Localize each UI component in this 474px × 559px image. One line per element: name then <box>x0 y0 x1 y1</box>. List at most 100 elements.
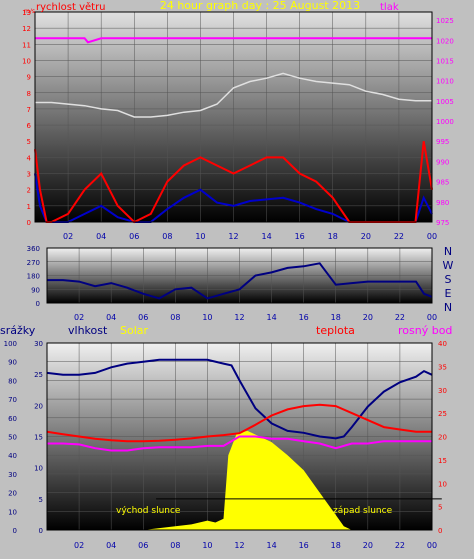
x-tick-label: 00 <box>427 541 437 550</box>
right-tick-label: 995 <box>436 138 449 146</box>
axes-climate: 0102030405060708090100051015202530051015… <box>4 340 447 550</box>
label-temperature: teplota <box>316 324 355 337</box>
compass-label: W <box>443 259 454 272</box>
compass-label: N <box>444 301 452 314</box>
x-tick-label: 10 <box>202 541 212 550</box>
compass-label: S <box>445 273 452 286</box>
series-climate <box>46 358 442 530</box>
y-tick-label: 180 <box>27 273 40 281</box>
right-tick-label: 30 <box>438 387 447 395</box>
label-dewpoint: rosný bod <box>398 324 452 337</box>
x-tick-label: 16 <box>299 313 309 322</box>
mid-tick-label: 5 <box>39 496 43 504</box>
sunrise-label: východ slunce <box>116 506 181 516</box>
x-tick-label: 06 <box>129 232 139 241</box>
right-tick-label: 1010 <box>436 78 454 86</box>
series-direction <box>47 262 433 300</box>
left-tick-label: 40 <box>8 452 17 460</box>
x-tick-label: 20 <box>361 232 371 241</box>
compass-label: E <box>445 287 452 300</box>
x-tick-label: 12 <box>234 541 244 550</box>
left-tick-label: 90 <box>8 359 17 367</box>
label-humidity: vlhkost <box>68 324 108 337</box>
x-tick-label: 10 <box>195 232 205 241</box>
x-tick-label: 08 <box>170 541 180 550</box>
series-line-2 <box>35 37 432 44</box>
chart-title: 24 hour graph day : 25 August 2013 <box>160 0 360 12</box>
mid-tick-label: 30 <box>34 340 43 348</box>
left-tick-label: 8 <box>27 90 31 98</box>
x-tick-label: 04 <box>106 541 116 550</box>
right-tick-label: 980 <box>436 199 449 207</box>
right-tick-label: 990 <box>436 158 449 166</box>
right-axis-label: tlak <box>380 2 399 13</box>
y-tick-label: 0 <box>36 300 40 308</box>
x-tick-label: 00 <box>427 232 437 241</box>
right-tick-label: 985 <box>436 179 449 187</box>
right-tick-label: 1015 <box>436 57 454 65</box>
right-tick-label: 1005 <box>436 98 454 106</box>
x-tick-label: 06 <box>138 313 148 322</box>
left-tick-label: 2 <box>27 187 31 195</box>
left-tick-label: 7 <box>27 106 31 114</box>
x-tick-label: 06 <box>138 541 148 550</box>
axes-wind: 0123456789101112139759809859909951000100… <box>22 9 454 241</box>
x-tick-label: 12 <box>234 313 244 322</box>
y-tick-label: 360 <box>27 245 40 253</box>
x-tick-label: 04 <box>96 232 106 241</box>
left-tick-label: 60 <box>8 415 17 423</box>
left-tick-label: 6 <box>27 122 32 130</box>
right-tick-label: 5 <box>438 504 442 512</box>
series-line-3 <box>35 72 432 118</box>
series-line-rosný-bod <box>47 435 432 452</box>
x-tick-label: 18 <box>331 541 341 550</box>
left-tick-label: 30 <box>8 471 17 479</box>
left-tick-label: 10 <box>8 508 17 516</box>
left-tick-label: 4 <box>27 154 32 162</box>
x-tick-label: 14 <box>266 313 276 322</box>
mid-tick-label: 10 <box>34 465 43 473</box>
x-tick-label: 22 <box>395 313 405 322</box>
right-tick-label: 975 <box>436 219 449 227</box>
x-tick-label: 02 <box>74 541 84 550</box>
right-tick-label: 1020 <box>436 37 454 45</box>
x-tick-label: 22 <box>395 541 405 550</box>
x-tick-label: 18 <box>328 232 338 241</box>
mid-tick-label: 20 <box>34 402 43 410</box>
left-tick-label: 70 <box>8 396 17 404</box>
right-tick-label: 20 <box>438 434 447 442</box>
x-tick-label: 16 <box>299 541 309 550</box>
label-rain: srážky <box>0 324 36 337</box>
plot-border <box>46 247 433 304</box>
x-tick-label: 08 <box>162 232 172 241</box>
x-tick-label: 08 <box>170 313 180 322</box>
label-solar: Solar <box>120 324 149 337</box>
x-tick-label: 12 <box>228 232 238 241</box>
compass-label: N <box>444 245 452 258</box>
right-tick-label: 35 <box>438 363 447 371</box>
mid-tick-label: 0 <box>39 527 43 535</box>
series-area-solar <box>47 430 432 530</box>
right-tick-label: 25 <box>438 410 447 418</box>
mid-tick-label: 15 <box>34 434 43 442</box>
right-tick-label: 1025 <box>436 17 454 25</box>
x-tick-label: 02 <box>74 313 84 322</box>
x-tick-label: 16 <box>295 232 305 241</box>
left-tick-label: 9 <box>27 74 31 82</box>
series-line-teplota <box>46 403 432 443</box>
left-tick-label: 11 <box>22 41 31 49</box>
series-line-direction <box>47 262 433 300</box>
left-tick-label: 5 <box>27 138 31 146</box>
left-tick-label: 13 <box>22 9 31 17</box>
left-tick-label: 1 <box>27 203 31 211</box>
left-tick-label: 0 <box>27 219 31 227</box>
left-tick-label: 10 <box>22 57 31 65</box>
plot-border <box>34 11 433 223</box>
x-tick-label: 04 <box>106 313 116 322</box>
y-tick-label: 90 <box>31 286 40 294</box>
series-line-vlhkost <box>46 358 433 440</box>
x-tick-label: 10 <box>202 313 212 322</box>
right-tick-label: 1000 <box>436 118 454 126</box>
